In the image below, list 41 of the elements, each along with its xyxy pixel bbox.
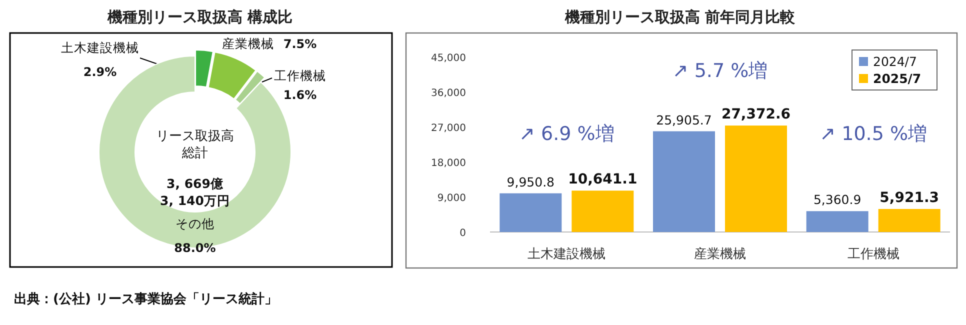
source-note: 出典：(公社) リース事業協会「リース統計」	[14, 291, 278, 307]
legend-label: 2025/7	[873, 71, 922, 86]
slice-label: 産業機械	[222, 36, 274, 51]
data-label: 5,360.9	[813, 192, 862, 208]
chart-title: 機種別リース取扱高 前年同月比較	[564, 8, 796, 26]
y-tick-label: 0	[460, 228, 466, 239]
text: 3, 669億	[166, 176, 224, 191]
data-label: 10,641.1	[568, 172, 638, 188]
chart-title: 機種別リース取扱高 構成比	[106, 8, 293, 26]
bar	[806, 211, 868, 232]
y-tick-label: 45,000	[431, 53, 466, 64]
text: 総計	[181, 146, 208, 161]
data-label: 88.0%	[174, 241, 216, 255]
data-label: 27,372.6	[721, 106, 791, 123]
bar	[572, 190, 634, 232]
annotation: ↗ 6.9 %増	[519, 123, 614, 145]
annotation: ↗ 5.7 %増	[672, 60, 768, 82]
data-label: 7.5%	[283, 37, 317, 51]
bar	[500, 193, 562, 232]
data-label: 1.6%	[283, 88, 317, 102]
annotation: ↗ 10.5 %増	[820, 123, 928, 145]
data-label: 2.9%	[83, 65, 117, 79]
x-tick-label: 工作機械	[847, 247, 900, 262]
y-tick-label: 18,000	[431, 158, 466, 169]
bar	[878, 208, 940, 232]
data-label: 9,950.8	[506, 174, 555, 190]
y-tick-label: 9,000	[437, 193, 466, 204]
bar	[725, 126, 787, 232]
data-label: 5,921.3	[880, 190, 940, 206]
slice-label: 土木建設機械	[61, 40, 139, 55]
x-tick-label: 産業機械	[694, 246, 746, 262]
x-tick-label: 土木建設機械	[528, 247, 606, 262]
y-tick-label: 36,000	[431, 88, 466, 99]
slice-label: 工作機械	[274, 68, 326, 83]
text: 3, 140万円	[160, 193, 230, 208]
slice-label: その他	[176, 216, 214, 231]
data-label: 25,905.7	[656, 112, 712, 128]
legend-label: 2024/7	[873, 54, 917, 69]
text: リース取扱高	[156, 128, 234, 144]
bar	[653, 131, 715, 232]
y-tick-label: 27,000	[431, 123, 466, 134]
